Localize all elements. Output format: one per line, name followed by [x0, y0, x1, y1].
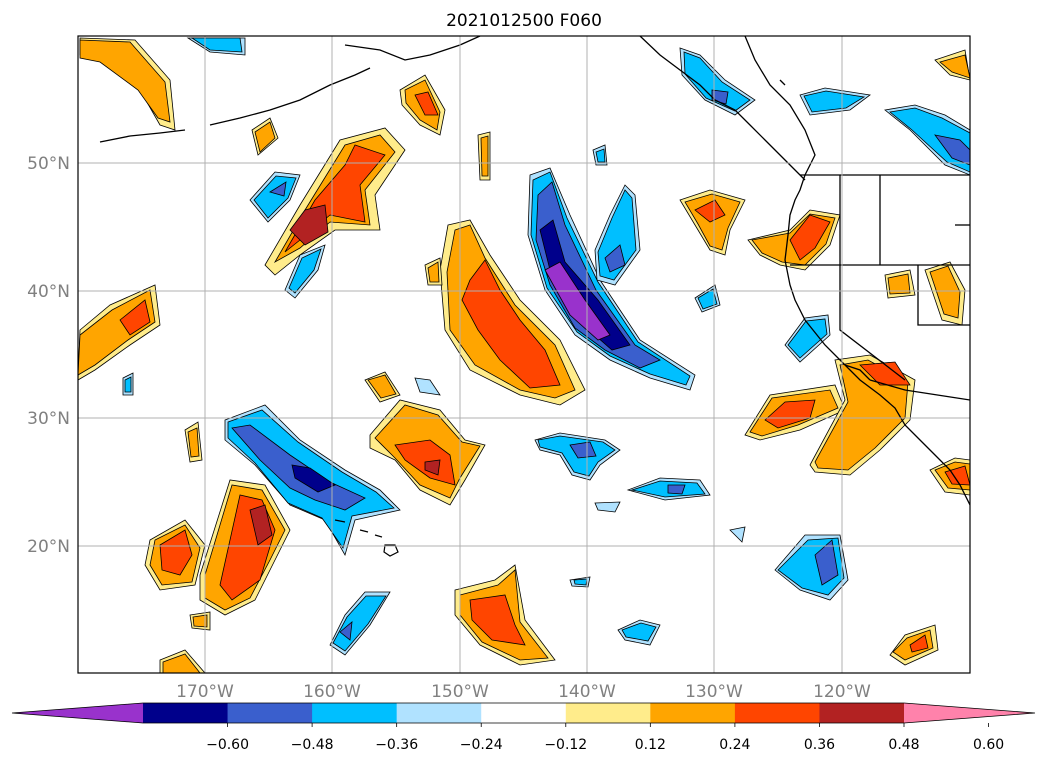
colorbar-segment	[396, 703, 482, 723]
lat-label: 40°N	[27, 282, 70, 302]
positive-anomaly-blob	[79, 37, 176, 131]
lon-label: 170°W	[176, 682, 234, 702]
colorbar-label: −0.36	[375, 737, 418, 753]
positive-anomaly-blob	[369, 399, 486, 506]
plot-area	[78, 36, 970, 673]
negative-anomaly-blob	[249, 171, 301, 223]
negative-anomaly-blob	[774, 534, 849, 601]
positive-anomaly-blob	[199, 479, 291, 616]
positive-anomaly-blob	[889, 624, 939, 666]
colorbar-label: 0.24	[719, 737, 750, 753]
colorbar-label: 0.48	[888, 737, 919, 753]
lon-label: 130°W	[685, 682, 743, 702]
lon-label: 140°W	[558, 682, 616, 702]
negative-anomaly-blob	[884, 104, 970, 176]
positive-anomaly-blob	[399, 74, 446, 136]
positive-anomaly-blob	[747, 209, 841, 271]
negative-anomaly-blob	[594, 184, 641, 286]
colorbar-extend-low	[12, 703, 143, 723]
positive-anomaly-blob	[679, 189, 746, 256]
colorbar-label: −0.60	[206, 737, 249, 753]
lat-label: 20°N	[27, 537, 70, 557]
coastlines	[99, 36, 970, 506]
positive-anomaly-blob	[159, 649, 206, 673]
lon-label: 160°W	[303, 682, 361, 702]
colorbar-label: 0.60	[973, 737, 1004, 753]
colorbar-segment	[143, 703, 229, 723]
colorbar: −0.60 −0.48 −0.36 −0.24 −0.12 0.12 0.24 0.36 0.4…	[11, 702, 1036, 753]
negative-anomaly-blob	[527, 167, 696, 391]
positive-anomaly-blob	[439, 219, 586, 406]
colorbar-segment	[819, 703, 905, 723]
positive-anomaly-blob	[454, 564, 556, 666]
lat-axis: 50°N 40°N 30°N 20°N	[27, 154, 70, 557]
colorbar-label: −0.48	[291, 737, 334, 753]
colorbar-outline	[11, 702, 1036, 724]
negative-anomaly-blob	[626, 477, 711, 501]
colorbar-segment	[565, 703, 651, 723]
islands	[334, 519, 399, 557]
colorbar-segment	[312, 703, 398, 723]
lon-label: 120°W	[813, 682, 871, 702]
positive-anomaly-blob	[144, 519, 206, 591]
lon-axis: 170°W 160°W 150°W 140°W 130°W 120°W	[176, 682, 871, 702]
positive-anomaly-blob	[924, 261, 966, 326]
colorbar-segment	[227, 703, 313, 723]
colorbar-segment	[481, 703, 567, 723]
colorbar-segment	[734, 703, 820, 723]
colorbar-segment	[650, 703, 736, 723]
colorbar-label: 0.12	[635, 737, 666, 753]
negative-anomaly-blob	[329, 591, 391, 656]
negative-anomaly-blob	[799, 87, 871, 116]
positive-anomaly-blob	[934, 49, 970, 81]
negative-anomaly-blob	[534, 432, 621, 481]
colorbar-label: −0.12	[544, 737, 587, 753]
positive-anomaly-blob	[78, 284, 161, 381]
grid	[78, 36, 970, 673]
map-title: 2021012500 F060	[446, 11, 602, 31]
plot-frame	[77, 35, 971, 674]
lon-label: 150°W	[431, 682, 489, 702]
colorbar-label: −0.24	[460, 737, 503, 753]
positive-anomaly-blob	[264, 127, 406, 276]
lat-label: 50°N	[27, 154, 70, 174]
lat-label: 30°N	[27, 409, 70, 429]
colorbar-label: 0.36	[804, 737, 835, 753]
contour-fields	[78, 37, 970, 673]
colorbar-extend-high	[904, 703, 1035, 723]
